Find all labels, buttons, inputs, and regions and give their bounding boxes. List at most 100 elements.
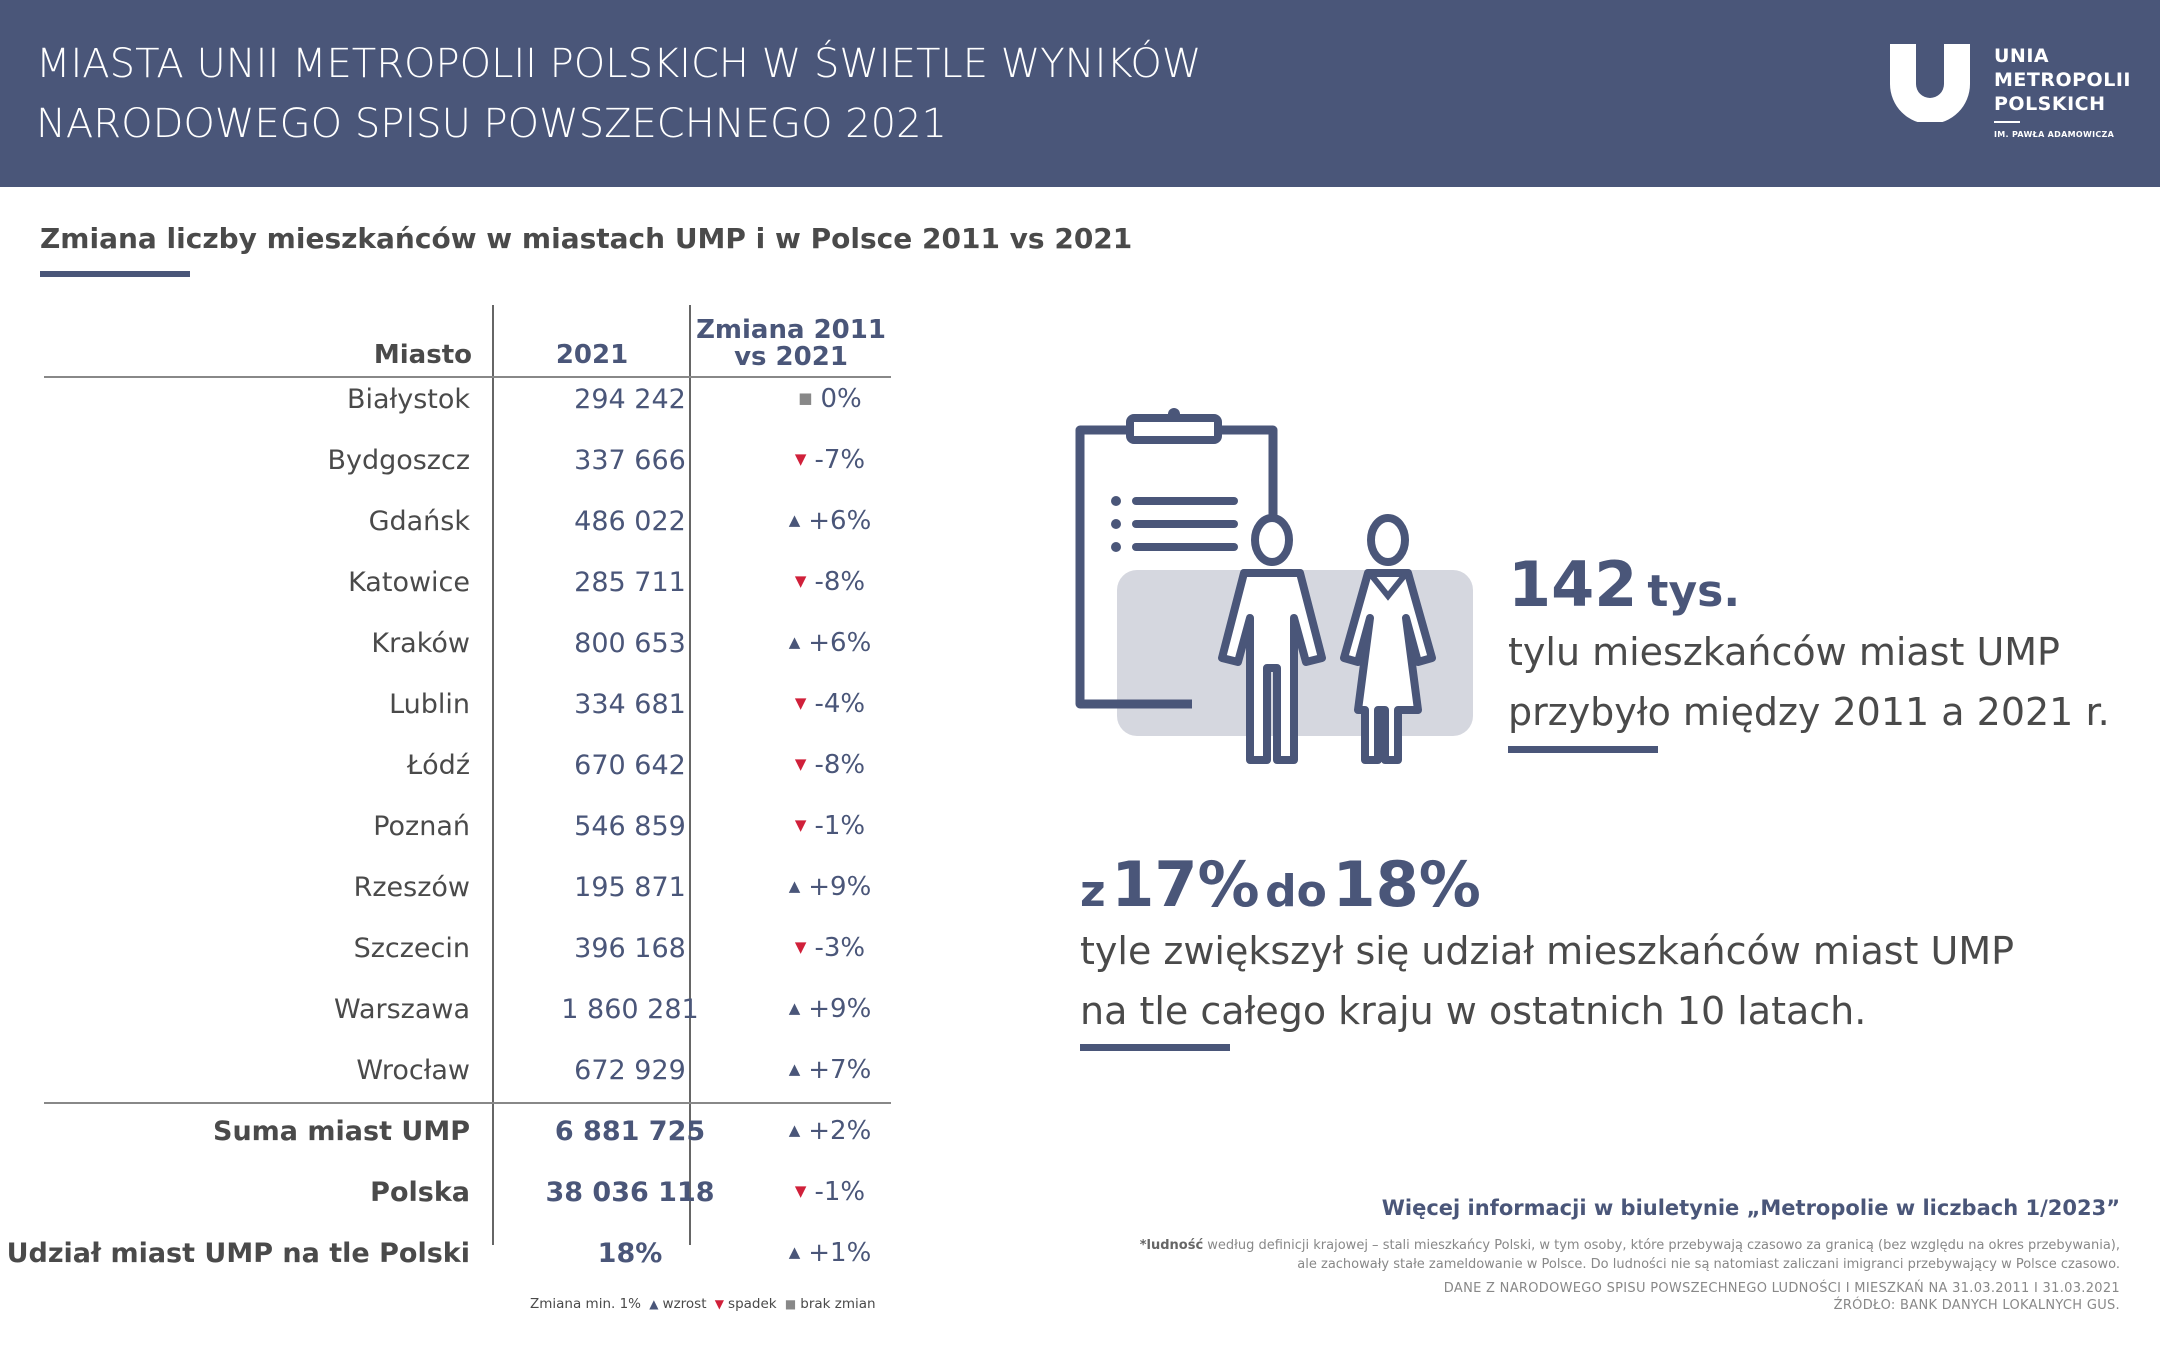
table-row: Rzeszów 195 871 ▲ +9% bbox=[40, 872, 900, 933]
cell-city: Poznań bbox=[373, 811, 470, 842]
legend-down: spadek bbox=[728, 1296, 777, 1312]
bulletin-link: Więcej informacji w biuletynie „Metropol… bbox=[1381, 1196, 2120, 1220]
source-line-2: ŹRÓDŁO: BANK DANYCH LOKALNYCH GUS. bbox=[1833, 1298, 2120, 1313]
footnote: *ludność według definicji krajowej – sta… bbox=[1140, 1236, 2120, 1274]
stat2-line-1: tyle zwiększył się udział mieszkańców mi… bbox=[1080, 929, 2015, 973]
stat1-number: 142 bbox=[1508, 548, 1638, 621]
stat2-to-word: do bbox=[1265, 866, 1327, 917]
cell-change: ▲ +2% bbox=[700, 1116, 960, 1146]
page-title: MIASTA UNII METROPOLII POLSKICH W ŚWIETL… bbox=[36, 34, 1201, 154]
change-value: +6% bbox=[808, 506, 872, 536]
change-value: -4% bbox=[814, 689, 866, 719]
cell-city: Szczecin bbox=[353, 933, 470, 964]
cell-population: 294 242 bbox=[574, 384, 686, 415]
cell-population: 195 871 bbox=[574, 872, 686, 903]
cell-change: ▲ +7% bbox=[700, 1055, 960, 1085]
stat2-to-value: 18% bbox=[1332, 848, 1481, 921]
header-change-line-2: vs 2021 bbox=[734, 342, 848, 372]
stat1-description: tylu mieszkańców miast UMP przybyło międ… bbox=[1508, 622, 2110, 742]
stat-share-value: z 17% do 18% bbox=[1080, 848, 1481, 921]
trend-up-icon: ▲ bbox=[788, 510, 801, 529]
change-value: -7% bbox=[814, 445, 866, 475]
u-logo-icon bbox=[1890, 44, 1970, 122]
section-underline bbox=[40, 271, 190, 277]
change-value: +2% bbox=[808, 1116, 872, 1146]
logo-line-2: METROPOLII bbox=[1994, 69, 2131, 91]
legend-up: wzrost bbox=[662, 1296, 707, 1312]
cell-change: ▲ +6% bbox=[700, 506, 960, 536]
cell-city: Warszawa bbox=[333, 994, 470, 1025]
cell-city: Katowice bbox=[348, 567, 470, 598]
cell-population: 670 642 bbox=[574, 750, 686, 781]
trend-down-icon: ▼ bbox=[794, 693, 807, 712]
table-row: Białystok 294 242 ■ 0% bbox=[40, 384, 900, 445]
cell-change: ▼ -4% bbox=[700, 689, 960, 719]
trend-up-icon: ▲ bbox=[788, 1242, 801, 1261]
table-total-row: Polska 38 036 118 ▼ -1% bbox=[40, 1177, 900, 1238]
footnote-line-1: według definicji krajowej – stali mieszk… bbox=[1203, 1238, 2120, 1253]
header-change: Zmiana 2011 vs 2021 bbox=[691, 317, 891, 371]
cell-city: Polska bbox=[370, 1177, 470, 1208]
cell-change: ▼ -7% bbox=[700, 445, 960, 475]
change-value: -1% bbox=[814, 811, 866, 841]
cell-city: Kraków bbox=[371, 628, 470, 659]
legend-none-icon: ■ bbox=[784, 1297, 797, 1311]
cell-change: ▼ -8% bbox=[700, 567, 960, 597]
stat2-from-value: 17% bbox=[1111, 848, 1260, 921]
data-source: DANE Z NARODOWEGO SPISU POWSZECHNEGO LUD… bbox=[1444, 1280, 2120, 1314]
logo-divider bbox=[1994, 121, 2020, 123]
source-line-1: DANE Z NARODOWEGO SPISU POWSZECHNEGO LUD… bbox=[1443, 1281, 2120, 1296]
trend-down-icon: ▼ bbox=[794, 815, 807, 834]
table-row: Gdańsk 486 022 ▲ +6% bbox=[40, 506, 900, 567]
cell-population: 38 036 118 bbox=[545, 1177, 715, 1208]
cell-change: ▲ +9% bbox=[700, 994, 960, 1024]
cell-population: 546 859 bbox=[574, 811, 686, 842]
totals-separator bbox=[44, 1102, 891, 1104]
trend-down-icon: ▼ bbox=[794, 754, 807, 773]
table-legend: Zmiana min. 1% ▲ wzrost ▼ spadek ■ brak zmi… bbox=[530, 1296, 876, 1312]
cell-population: 334 681 bbox=[574, 689, 686, 720]
stat2-description: tyle zwiększył się udział mieszkańców mi… bbox=[1080, 921, 2014, 1041]
cell-change: ▼ -8% bbox=[700, 750, 960, 780]
change-value: +9% bbox=[808, 994, 872, 1024]
table-total-row: Suma miast UMP 6 881 725 ▲ +2% bbox=[40, 1116, 900, 1177]
legend-up-icon: ▲ bbox=[649, 1297, 659, 1311]
cell-population: 396 168 bbox=[574, 933, 686, 964]
stat1-line-2: przybyło między 2011 a 2021 r. bbox=[1508, 690, 2110, 734]
cell-change: ▼ -3% bbox=[700, 933, 960, 963]
table-row: Lublin 334 681 ▼ -4% bbox=[40, 689, 900, 750]
cell-population: 800 653 bbox=[574, 628, 686, 659]
cell-change: ▼ -1% bbox=[700, 1177, 960, 1207]
cell-population: 1 860 281 bbox=[561, 994, 699, 1025]
logo-subtitle: IM. PAWŁA ADAMOWICZA bbox=[1994, 130, 2115, 139]
cell-change: ■ 0% bbox=[700, 384, 960, 414]
table-row: Szczecin 396 168 ▼ -3% bbox=[40, 933, 900, 994]
stat1-unit: tys. bbox=[1647, 566, 1741, 617]
cell-city: Rzeszów bbox=[353, 872, 470, 903]
trend-down-icon: ▼ bbox=[794, 1181, 807, 1200]
cell-city: Udział miast UMP na tle Polski bbox=[6, 1238, 470, 1269]
change-value: +6% bbox=[808, 628, 872, 658]
cell-change: ▲ +9% bbox=[700, 872, 960, 902]
cell-population: 285 711 bbox=[574, 567, 686, 598]
cell-population: 672 929 bbox=[574, 1055, 686, 1086]
table-row: Katowice 285 711 ▼ -8% bbox=[40, 567, 900, 628]
stat2-underline bbox=[1080, 1044, 1230, 1051]
population-table: Miasto 2021 Zmiana 2011 vs 2021 Białysto… bbox=[7, 300, 900, 1310]
header-2021: 2021 bbox=[555, 340, 629, 370]
footnote-line-2: ale zachowały stałe zameldowanie w Polsc… bbox=[1297, 1257, 2120, 1272]
cell-population: 486 022 bbox=[574, 506, 686, 537]
cell-city: Suma miast UMP bbox=[213, 1116, 470, 1147]
cell-city: Łódź bbox=[406, 750, 470, 781]
stat1-underline bbox=[1508, 746, 1658, 753]
change-value: +7% bbox=[808, 1055, 872, 1085]
title-line-1: MIASTA UNII METROPOLII POLSKICH W ŚWIETL… bbox=[36, 41, 1202, 87]
change-value: +9% bbox=[808, 872, 872, 902]
table-row: Poznań 546 859 ▼ -1% bbox=[40, 811, 900, 872]
trend-up-icon: ▲ bbox=[788, 876, 801, 895]
trend-up-icon: ▲ bbox=[788, 1120, 801, 1139]
stat2-line-2: na tle całego kraju w ostatnich 10 latac… bbox=[1080, 989, 1867, 1033]
change-value: +1% bbox=[808, 1238, 872, 1268]
stat2-from-word: z bbox=[1080, 866, 1106, 917]
trend-down-icon: ▼ bbox=[794, 937, 807, 956]
